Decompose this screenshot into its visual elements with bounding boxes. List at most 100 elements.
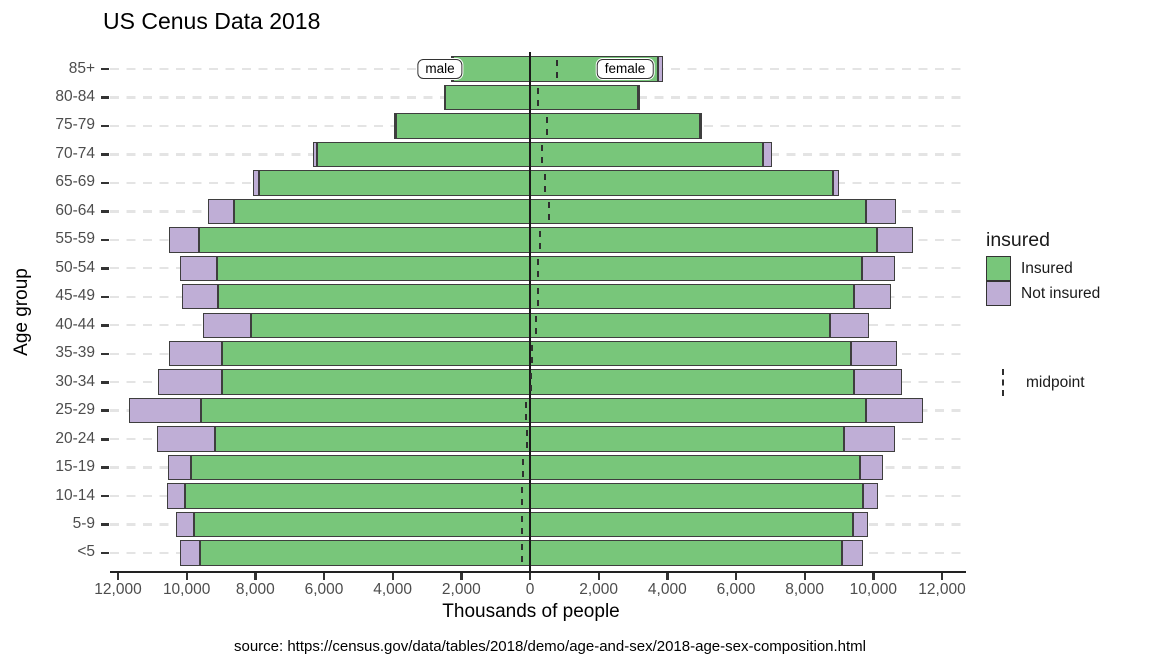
x-axis-tick-label: 8,000 (785, 581, 825, 598)
bar-male-not-insured (168, 341, 223, 367)
bar-male-insured (250, 312, 530, 338)
x-axis-title: Thousands of people (442, 601, 620, 622)
bar-male-insured (317, 141, 530, 168)
midpoint-marker (529, 373, 532, 392)
y-axis-label: 35-39 (55, 344, 95, 362)
bar-male-insured (200, 540, 530, 566)
midpoint-marker (537, 88, 540, 107)
bar-female-not-insured (850, 341, 898, 367)
x-axis-tick (735, 573, 738, 580)
x-axis-line (110, 571, 966, 573)
midpoint-marker (522, 458, 525, 477)
y-axis-tick (101, 67, 109, 71)
x-axis-tick (323, 573, 326, 580)
bar-male-not-insured (313, 141, 318, 168)
midpoint-marker (544, 173, 547, 192)
bar-male-not-insured (129, 397, 202, 424)
y-axis-tick (101, 466, 109, 469)
midpoint-marker (545, 116, 548, 135)
y-axis-tick (101, 96, 109, 99)
x-axis-tick-label: 6,000 (304, 581, 344, 598)
x-axis-tick (391, 573, 394, 580)
bar-female-not-insured (861, 255, 895, 281)
bar-female-not-insured (699, 113, 702, 139)
legend-item-label: Insured (1021, 259, 1073, 277)
bar-male-not-insured (181, 284, 219, 310)
bar-male-insured (218, 284, 530, 310)
bar-male-insured (215, 426, 530, 452)
y-axis-tick (101, 181, 109, 185)
x-axis-tick (254, 573, 257, 580)
midpoint-marker (525, 430, 528, 449)
bar-male-not-insured (169, 227, 200, 253)
midpoint-marker (536, 259, 539, 278)
bar-female-not-insured (637, 84, 640, 111)
y-axis-tick (101, 124, 109, 128)
midpoint-marker (555, 60, 558, 78)
x-axis-tick (529, 573, 532, 580)
y-axis-label: 25-29 (55, 401, 95, 419)
bar-male-not-insured (157, 369, 223, 395)
bar-female-not-insured (854, 284, 892, 310)
y-axis-title: Age group (11, 268, 32, 356)
bar-female-not-insured (832, 170, 840, 196)
x-axis-tick-label: 4,000 (647, 581, 687, 598)
y-axis-label: 45-49 (55, 287, 95, 305)
y-axis-label: 50-54 (55, 258, 95, 276)
y-axis-tick (101, 380, 109, 384)
midpoint-marker (538, 230, 541, 249)
bar-male-insured (444, 84, 530, 111)
x-axis-tick-label: 10,000 (162, 581, 211, 598)
bar-male-insured (199, 227, 530, 253)
legend-item: Insured (986, 256, 1100, 281)
legend-swatch-insured (986, 256, 1011, 281)
x-axis-tick-label: 6,000 (716, 581, 756, 598)
y-axis-label: 55-59 (55, 230, 95, 248)
bar-female-not-insured (830, 312, 869, 338)
y-axis-label: 15-19 (55, 458, 95, 476)
midpoint-marker (534, 316, 537, 335)
midpoint-marker (536, 287, 539, 306)
y-axis-label: 70-74 (55, 144, 95, 162)
legend-title: insured (986, 229, 1050, 251)
bar-female-not-insured (844, 426, 896, 452)
y-axis-label: 10-14 (55, 486, 95, 504)
bar-female-not-insured (863, 483, 879, 509)
x-axis-tick (666, 573, 669, 580)
y-axis-label: 60-64 (55, 201, 95, 219)
x-axis-tick-label: 4,000 (373, 581, 413, 598)
bar-male-insured (452, 56, 530, 82)
legend-item-label: Not insured (1021, 284, 1101, 302)
y-axis-label: 40-44 (55, 315, 95, 333)
bar-male-not-insured (156, 426, 216, 452)
bar-male-not-insured (176, 511, 194, 538)
y-axis-label: 75-79 (55, 116, 95, 134)
bar-female-insured (530, 227, 878, 253)
y-axis-tick (101, 153, 109, 156)
bar-female-insured (530, 341, 851, 367)
y-axis-tick (101, 409, 109, 413)
bar-male-insured (222, 369, 530, 395)
bar-male-insured (259, 170, 530, 196)
x-axis-tick-label: 12,000 (918, 581, 966, 598)
legend-items: Insured Not insured (986, 256, 1100, 306)
y-axis-label: <5 (77, 543, 95, 561)
y-axis-tick (101, 494, 109, 498)
bar-male-insured (222, 341, 530, 367)
x-axis-tick-label: 2,000 (579, 581, 619, 598)
bar-male-insured (193, 511, 530, 538)
y-axis-tick (101, 295, 109, 299)
bar-female-insured (530, 170, 833, 196)
x-axis-tick-label: 0 (525, 581, 535, 598)
bar-female-insured (530, 113, 700, 139)
bar-male-insured (217, 255, 530, 281)
bar-female-not-insured (842, 540, 864, 566)
midpoint-marker (524, 401, 527, 420)
x-axis-tick (185, 573, 188, 580)
midpoint-marker (520, 543, 523, 562)
male-side-annotation: male (417, 59, 463, 79)
x-axis-tick-label: 2,000 (441, 581, 481, 598)
bar-female-insured (530, 369, 855, 395)
bar-female-not-insured (866, 397, 924, 424)
